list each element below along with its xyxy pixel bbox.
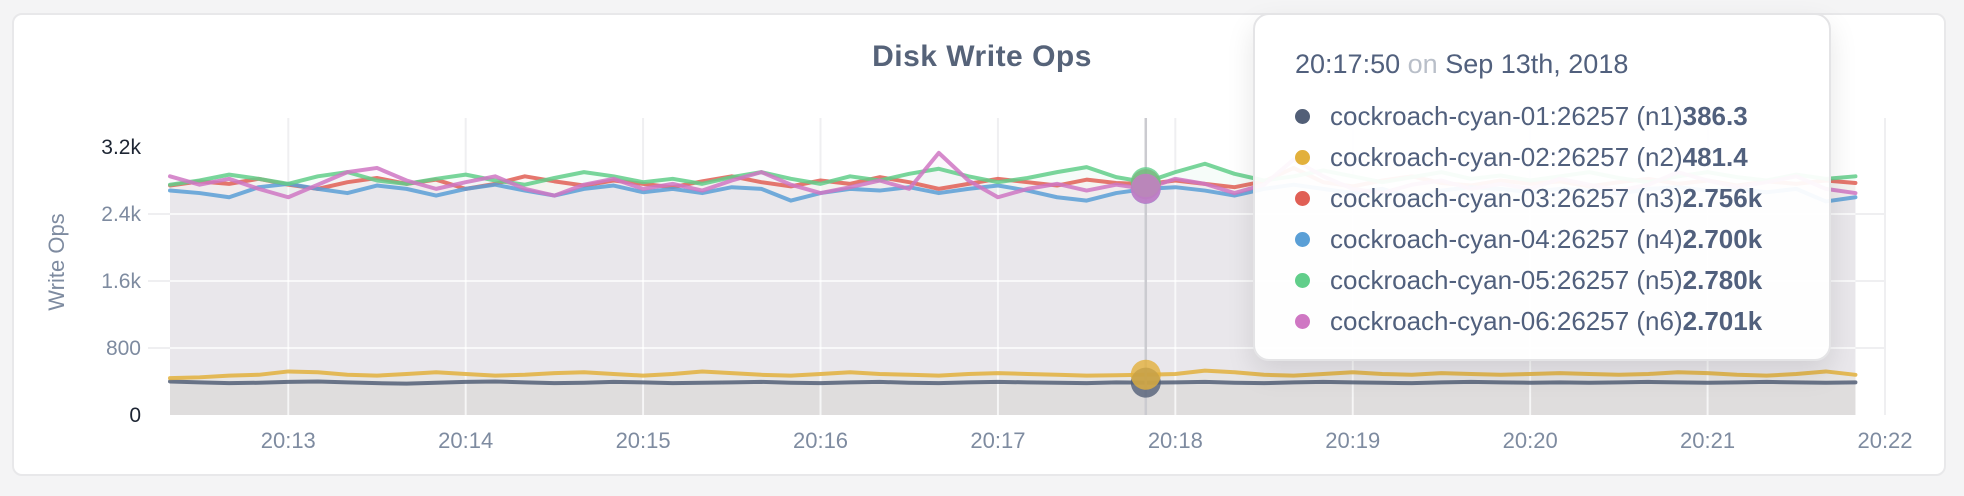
x-tick-label: 20:19 [1325, 428, 1380, 453]
hover-tooltip: 20:17:50 on Sep 13th, 2018 cockroach-cya… [1253, 13, 1831, 361]
series-label: cockroach-cyan-06:26257 (n6) [1330, 306, 1683, 336]
series-label: cockroach-cyan-02:26257 (n2) [1330, 142, 1683, 172]
tooltip-date: Sep 13th, 2018 [1445, 49, 1629, 79]
tooltip-series-list: cockroach-cyan-01:26257 (n1) 386.3 cockroa… [1295, 96, 1829, 342]
y-tick-label: 1.6k [101, 270, 141, 293]
hover-point [1130, 359, 1161, 390]
series-value: 2.700k [1682, 224, 1763, 254]
series-label: cockroach-cyan-01:26257 (n1) [1330, 101, 1683, 131]
tooltip-series-row: cockroach-cyan-04:26257 (n4) 2.700k [1295, 219, 1829, 260]
tooltip-time: 20:17:50 [1295, 49, 1401, 79]
x-tick-label: 20:14 [438, 428, 493, 453]
tooltip-series-row: cockroach-cyan-02:26257 (n2) 481.4 [1295, 137, 1829, 178]
y-axis-title: Write Ops [44, 213, 69, 310]
tooltip-timestamp: 20:17:50 on Sep 13th, 2018 [1295, 49, 1829, 80]
x-tick-label: 20:18 [1148, 428, 1203, 453]
y-tick-label: 800 [106, 337, 141, 360]
y-tick-label: 3.2k [101, 136, 141, 159]
x-tick-label: 20:15 [616, 428, 671, 453]
series-label: cockroach-cyan-04:26257 (n4) [1330, 224, 1683, 254]
tooltip-series-row: cockroach-cyan-05:26257 (n5) 2.780k [1295, 260, 1829, 301]
y-axis-labels: 3.2k 2.4k 1.6k 800 0 [101, 136, 141, 427]
series-value: 386.3 [1682, 101, 1748, 131]
series-color-dot [1295, 150, 1310, 165]
series-line [168, 368, 1858, 381]
series-value: 2.756k [1682, 183, 1763, 213]
x-tick-label: 20:20 [1503, 428, 1558, 453]
x-tick-label: 20:21 [1680, 428, 1735, 453]
tooltip-series-row: cockroach-cyan-03:26257 (n3) 2.756k [1295, 178, 1829, 219]
y-tick-label: 0 [129, 404, 141, 427]
series-area [170, 381, 1856, 415]
series-color-dot [1295, 314, 1310, 329]
series-label: cockroach-cyan-03:26257 (n3) [1330, 183, 1683, 213]
hover-guideline-group [1130, 118, 1161, 415]
x-tick-label: 20:17 [970, 428, 1025, 453]
series-value: 481.4 [1682, 142, 1748, 172]
tooltip-separator: on [1407, 49, 1438, 79]
series-color-dot [1295, 109, 1310, 124]
series-color-dot [1295, 273, 1310, 288]
tooltip-series-row: cockroach-cyan-06:26257 (n6) 2.701k [1295, 301, 1829, 342]
series-line [168, 379, 1858, 386]
x-axis-labels: 20:13 20:14 20:15 20:16 20:17 20:18 20:19 20:20… [261, 428, 1913, 453]
x-tick-label: 20:22 [1857, 428, 1912, 453]
y-tick-label: 2.4k [101, 203, 141, 226]
hover-point [1130, 173, 1161, 204]
x-tick-label: 20:16 [793, 428, 848, 453]
series-color-dot [1295, 191, 1310, 206]
series-color-dot [1295, 232, 1310, 247]
x-tick-label: 20:13 [261, 428, 316, 453]
tooltip-series-row: cockroach-cyan-01:26257 (n1) 386.3 [1295, 96, 1829, 137]
chart-title: Disk Write Ops [872, 40, 1092, 73]
series-label: cockroach-cyan-05:26257 (n5) [1330, 265, 1683, 295]
series-value: 2.701k [1682, 306, 1763, 336]
series-value: 2.780k [1682, 265, 1763, 295]
